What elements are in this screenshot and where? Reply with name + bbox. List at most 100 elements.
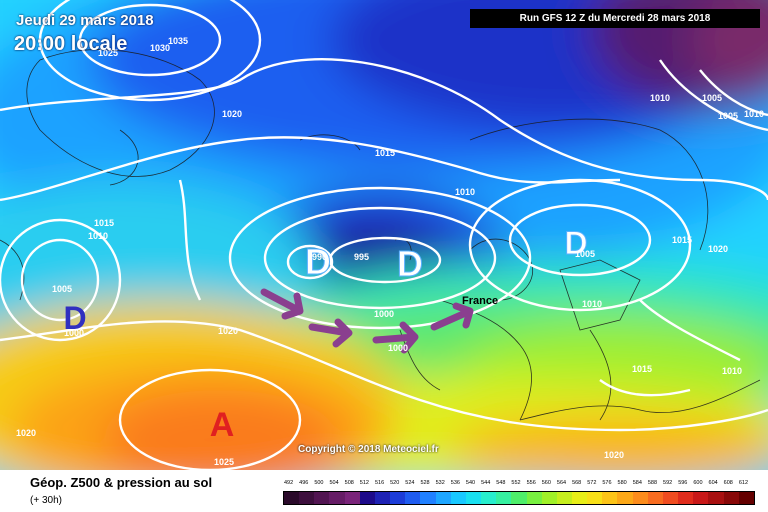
isobar-labels: 1035 1025 1030 1020 1015 1010 1010 1005 …: [16, 36, 764, 467]
color-scale-label: 544: [481, 480, 491, 486]
isobar-label: 995: [354, 252, 369, 262]
color-scale-swatch: [344, 492, 360, 504]
isobar-label: 1010: [455, 187, 475, 197]
color-scale-label: 608: [723, 480, 733, 486]
isobar-label: 990: [312, 252, 327, 262]
color-scale-label: 564: [556, 480, 567, 486]
isobar-label: 1005: [718, 111, 738, 121]
color-scale-swatch: [390, 492, 406, 504]
isobar-label: 1000: [64, 328, 84, 338]
isobars: [0, 0, 768, 470]
low-pressure-label: D: [305, 241, 331, 282]
color-scale-swatch: [435, 492, 451, 504]
color-scale-label: 600: [693, 480, 703, 486]
isobar-label: 1015: [94, 218, 114, 228]
isobar-label: 1005: [702, 93, 722, 103]
color-scale-label: 548: [496, 480, 506, 486]
arrow-4: [430, 302, 474, 331]
map-canvas: D D D D A 1035 1025 1030 1020 1015 1010 …: [0, 0, 768, 470]
color-scale-label: 524: [405, 480, 415, 486]
color-scale-label: 588: [647, 480, 658, 486]
isobar-label: 1005: [52, 284, 72, 294]
model-run-label: Run GFS 12 Z du Mercredi 28 mars 2018: [470, 9, 760, 28]
isobar-label: 1010: [582, 299, 602, 309]
color-scale-label: 540: [465, 480, 476, 486]
color-scale-labels: 492 496 500 504 508 512 516 520 524 528 532 536 540 5…: [283, 480, 753, 490]
forecast-time: 20:00 locale: [14, 33, 128, 55]
legend-title: Géop. Z500 & pression au sol: [30, 475, 213, 490]
color-scale-swatch: [556, 492, 572, 504]
color-scale-swatch: [632, 492, 648, 504]
color-scale-label: 536: [450, 480, 460, 486]
isobar-label: 1035: [168, 36, 188, 46]
color-scale-label: 604: [708, 480, 718, 486]
color-scale-label: 580: [617, 480, 627, 486]
high-pressure-label: A: [210, 406, 235, 444]
color-scale-swatch: [329, 492, 345, 504]
color-scale-label: 520: [390, 480, 400, 486]
color-scale-label: 592: [663, 480, 673, 486]
isobar-label: 1020: [218, 326, 238, 336]
color-scale-swatch: [617, 492, 633, 504]
arrow-3: [372, 321, 419, 354]
low-pressure-label: D: [397, 243, 423, 284]
isobar-label: 1025: [98, 48, 118, 58]
color-scale-label: 492: [284, 480, 294, 486]
isobar-label: 1015: [632, 364, 652, 374]
color-scale-label: 552: [511, 480, 521, 486]
color-scale-swatch: [662, 492, 679, 504]
isobar-label: 1020: [708, 244, 728, 254]
legend-subtitle: (+ 30h): [30, 495, 62, 506]
color-scale-swatch: [647, 492, 663, 504]
color-scale-label: 576: [602, 480, 612, 486]
isobar-label: 1020: [604, 450, 624, 460]
isobar-label: 1000: [388, 343, 408, 353]
color-scale-swatch: [465, 492, 482, 504]
color-scale-swatch: [541, 492, 557, 504]
isobar-label: 1000: [374, 309, 394, 319]
pressure-systems: D D D D A: [63, 225, 588, 445]
weather-map: D D D D A 1035 1025 1030 1020 1015 1010 …: [0, 0, 768, 470]
isobar-label: 1015: [375, 148, 395, 158]
color-scale-label: 556: [526, 480, 536, 486]
color-scale-swatch: [526, 492, 542, 504]
color-scale-label: 508: [344, 480, 354, 486]
color-scale-label: 596: [678, 480, 688, 486]
color-scale-label: 504: [329, 480, 339, 486]
color-scale-bar: [283, 491, 755, 505]
color-scale-swatch: [284, 492, 300, 504]
low-pressure-label: D: [63, 300, 86, 336]
legend-footer: Géop. Z500 & pression au sol (+ 30h) 492…: [0, 470, 768, 512]
isobar-label: 1010: [88, 231, 108, 241]
copyright-notice: Copyright © 2018 Meteociel.fr: [298, 444, 439, 455]
isobar-label: 1010: [722, 366, 742, 376]
color-scale-swatch: [708, 492, 724, 504]
color-scale-label: 528: [420, 480, 430, 486]
color-scale-swatch: [450, 492, 466, 504]
color-scale-swatch: [738, 492, 754, 504]
color-scale-swatch: [299, 492, 315, 504]
isobar-label: 1015: [672, 235, 692, 245]
movement-arrows: [260, 288, 474, 354]
color-scale-swatch: [314, 492, 330, 504]
arrow-2: [308, 318, 353, 348]
color-scale-label: 500: [314, 480, 324, 486]
color-scale-swatch: [481, 492, 497, 504]
color-scale-label: 612: [738, 480, 749, 486]
isobar-label: 1025: [214, 457, 234, 467]
color-scale-label: 560: [541, 480, 551, 486]
color-scale-label: 512: [359, 480, 369, 486]
color-scale-swatch: [693, 492, 709, 504]
isobar-label: 1020: [222, 109, 242, 119]
color-scale-swatch: [678, 492, 694, 504]
color-scale-swatch: [420, 492, 436, 504]
color-scale-swatch: [359, 492, 375, 504]
color-scale-label: 568: [572, 480, 582, 486]
arrow-1: [260, 288, 304, 320]
color-scale-swatch: [571, 492, 588, 504]
isobar-label: 1020: [16, 428, 36, 438]
color-scale-label: 532: [435, 480, 445, 486]
color-scale-swatch: [511, 492, 527, 504]
color-scale-swatch: [587, 492, 603, 504]
forecast-date: Jeudi 29 mars 2018: [16, 12, 154, 29]
